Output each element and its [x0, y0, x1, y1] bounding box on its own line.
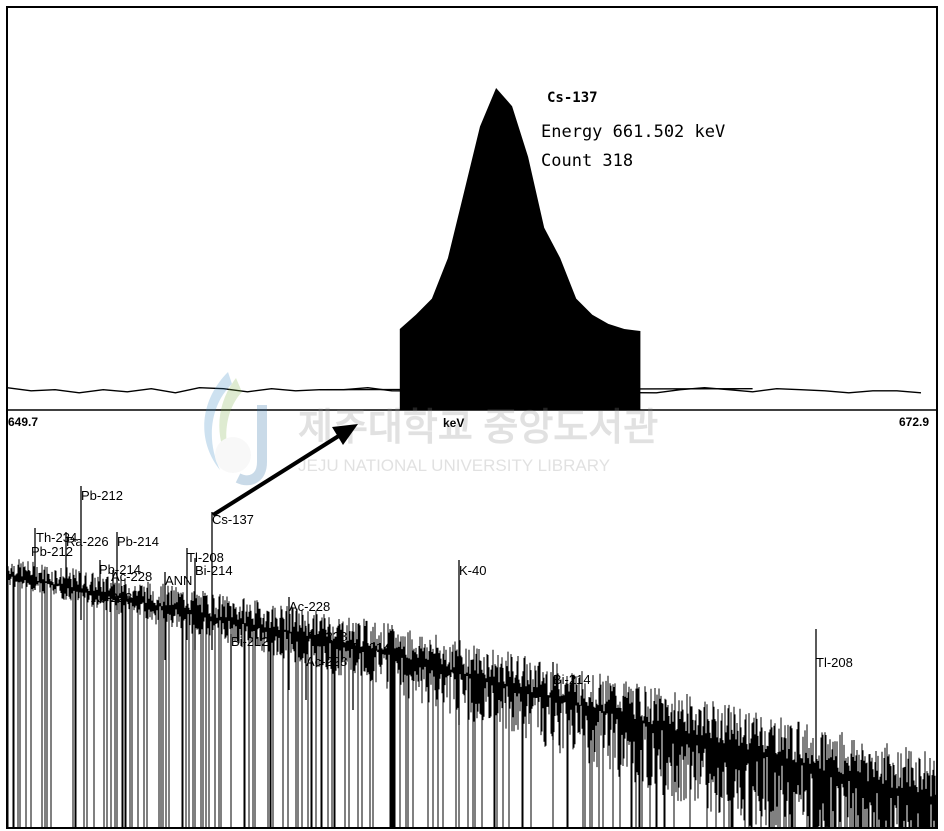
- peak-markers: [34, 486, 817, 780]
- peak-energy-text: Energy 661.502 keV: [541, 122, 725, 142]
- x-axis-max-label: 672.9: [899, 415, 929, 429]
- peak-labels: Pb-212 Cs-137 Th-234 Ra-226 Pb-214 Pb-21…: [31, 488, 853, 687]
- peak-label-pb212-b: Pb-212: [31, 544, 73, 559]
- spectrum-noise-trace: [7, 559, 937, 828]
- peak-label-pb214-b: Pb-214: [99, 562, 141, 577]
- peak-label-ac228-b: Ac-228: [91, 590, 132, 605]
- full-spectrum-panel: Pb-212 Cs-137 Th-234 Ra-226 Pb-214 Pb-21…: [7, 424, 937, 828]
- zoom-arrow-head: [332, 424, 358, 445]
- peak-label-pb212: Pb-212: [81, 488, 123, 503]
- x-axis-min-label: 649.7: [8, 415, 38, 429]
- peak-region-fill: [399, 88, 641, 410]
- x-axis-unit-label: keV: [443, 416, 464, 430]
- peak-count-text: Count 318: [541, 151, 633, 171]
- university-logo: [204, 372, 267, 486]
- peak-label-ac228-c: Ac-228: [289, 599, 330, 614]
- peak-label-ac228-e: Ac-228: [306, 654, 347, 669]
- peak-label-th234: Th-234: [36, 530, 77, 545]
- peak-label-bi214-c: Bi-214: [553, 672, 591, 687]
- peak-label-ra226: Ra-226: [66, 534, 109, 549]
- library-watermark: 제주대학교 중앙도서관 JEJU NATIONAL UNIVERSITY LIB…: [204, 372, 658, 486]
- peak-label-pb214-a: Pb-214: [117, 534, 159, 549]
- peak-label-bi214-b: Bi-214: [353, 640, 391, 655]
- peak-label-tl208-b: Tl-208: [816, 655, 853, 670]
- watermark-english-text: JEJU NATIONAL UNIVERSITY LIBRARY: [298, 456, 610, 475]
- peak-label-k40: K-40: [459, 563, 486, 578]
- peak-label-ac228-a: Ac-228: [111, 569, 152, 584]
- peak-label-ann: ANN: [165, 573, 192, 588]
- peak-label-cs137: Cs-137: [212, 512, 254, 527]
- continuum-baseline: [319, 388, 753, 391]
- peak-nuclide-label: Cs-137: [547, 90, 598, 106]
- zoom-arrow-shaft: [211, 430, 347, 517]
- peak-label-bi214-a: Bi-214: [195, 563, 233, 578]
- peak-label-ac228-d: Ac-228: [306, 629, 347, 644]
- peak-label-bi212: Bi-212: [231, 634, 269, 649]
- zoomed-peak-panel: Cs-137 Energy 661.502 keV Count 318 649.…: [6, 88, 937, 430]
- watermark-korean-text: 제주대학교 중앙도서관: [298, 407, 658, 449]
- peak-label-tl208-a: Tl-208: [187, 550, 224, 565]
- spectrum-line: [6, 386, 922, 394]
- full-spectrum-curve: [7, 559, 937, 828]
